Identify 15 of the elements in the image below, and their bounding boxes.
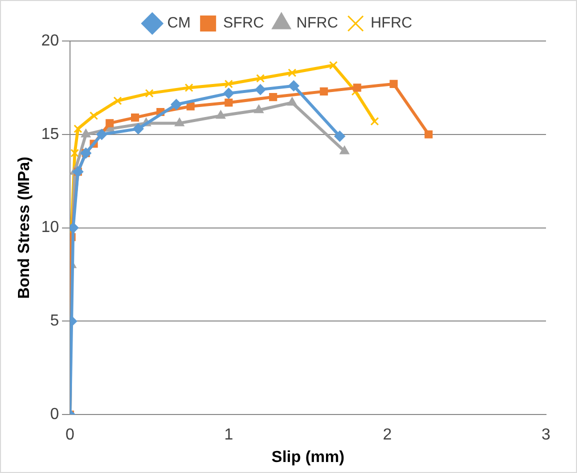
legend-label: NFRC (296, 14, 338, 32)
y-tick-label: 15 (41, 126, 60, 143)
y-tick-label: 10 (41, 219, 60, 236)
x-tick-label: 2 (382, 426, 392, 444)
y-tick-label: 5 (50, 312, 60, 330)
y-axis-title: Bond Stress (MPa) (16, 156, 34, 299)
y-tick-label: 20 (41, 32, 60, 50)
legend-label: CM (167, 14, 191, 32)
legend-label: HFRC (370, 14, 412, 32)
y-tick-label: 0 (50, 406, 60, 424)
x-tick-label: 3 (542, 426, 551, 444)
x-tick-label: 1 (224, 426, 234, 444)
legend-label: SFRC (223, 14, 264, 32)
x-tick-label: 0 (66, 426, 75, 444)
x-axis-title: Slip (mm) (272, 448, 344, 466)
